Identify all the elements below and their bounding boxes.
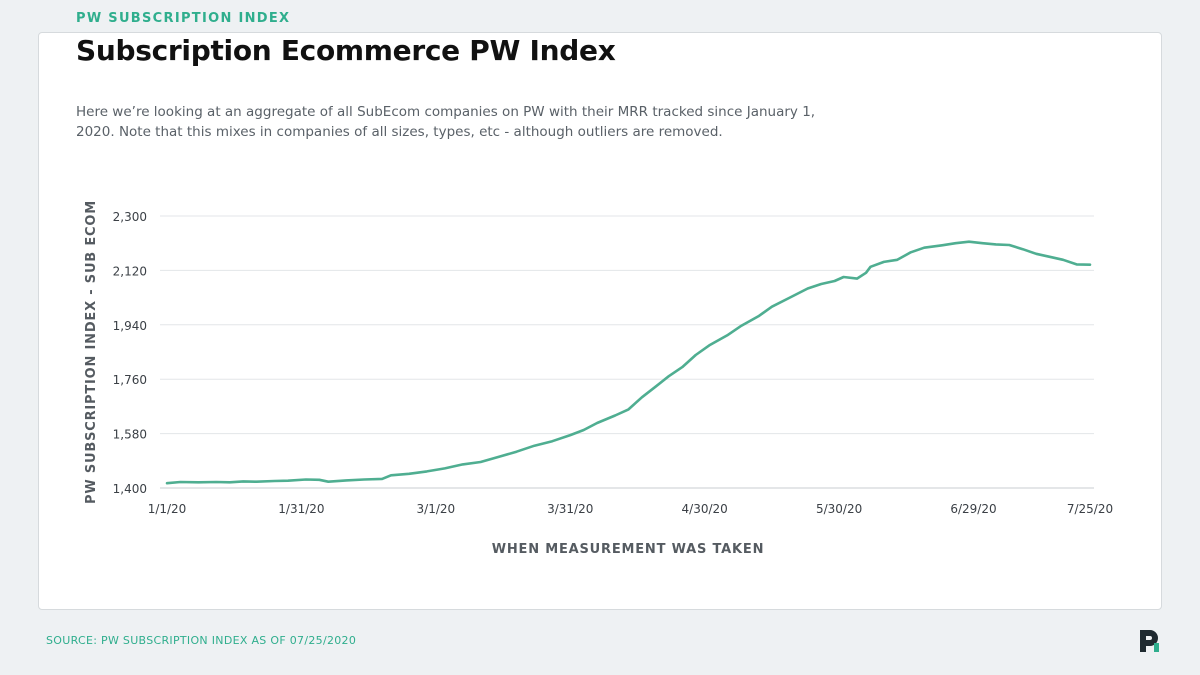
x-tick-label: 4/30/20 (682, 502, 728, 516)
x-axis-tick-labels: 1/1/20 1/31/20 3/1/20 3/31/20 4/30/20 5/30/20… (148, 502, 1113, 516)
chart-title: Subscription Ecommerce PW Index (76, 34, 616, 67)
series-group (165, 240, 1092, 485)
y-axis-title: PW SUBSCRIPTION INDEX - SUB ECOM (84, 200, 99, 504)
y-tick-label: 1,760 (113, 373, 147, 387)
x-axis-title: WHEN MEASUREMENT WAS TAKEN (492, 542, 765, 557)
x-tick-label: 6/29/20 (950, 502, 996, 516)
chart-eyebrow: PW SUBSCRIPTION INDEX (76, 11, 291, 26)
gridlines (160, 215, 1094, 489)
x-tick-label: 1/1/20 (148, 502, 187, 516)
chart-subtitle: Here we’re looking at an aggregate of al… (76, 104, 816, 140)
y-tick-label: 1,580 (113, 428, 147, 442)
y-axis-tick-labels: 1,400 1,580 1,760 1,940 2,120 2,300 (113, 210, 147, 496)
y-tick-label: 2,120 (113, 264, 147, 278)
profitwell-logo-icon (1140, 630, 1159, 652)
x-tick-label: 7/25/20 (1067, 502, 1113, 516)
chart-card (38, 32, 1162, 610)
source-note: SOURCE: PW SUBSCRIPTION INDEX AS OF 07/2… (46, 634, 357, 647)
y-tick-label: 1,400 (113, 482, 147, 496)
y-tick-label: 2,300 (113, 210, 147, 224)
x-tick-label: 5/30/20 (816, 502, 862, 516)
y-tick-label: 1,940 (113, 319, 147, 333)
x-tick-label: 1/31/20 (278, 502, 324, 516)
series-line (165, 240, 1092, 485)
x-tick-label: 3/31/20 (547, 502, 593, 516)
x-tick-label: 3/1/20 (417, 502, 456, 516)
